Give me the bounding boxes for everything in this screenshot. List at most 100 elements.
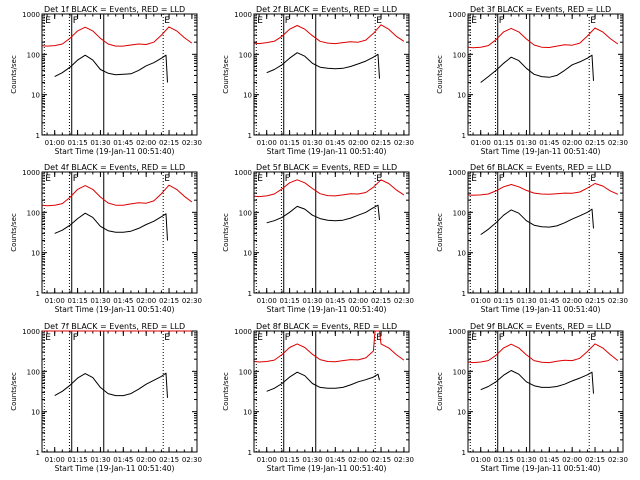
y-axis-label: Counts/sec bbox=[10, 213, 18, 252]
y-tick-label: 1 bbox=[248, 290, 252, 298]
x-axis-label: Start Time (19-Jan-11 00:51:40) bbox=[481, 464, 601, 473]
y-tick-label: 1000 bbox=[234, 11, 252, 19]
y-tick-label: 1000 bbox=[22, 328, 40, 336]
panel-title: Det 5f BLACK = Events, RED = LLD bbox=[256, 163, 397, 172]
x-tick-label: 02:00 bbox=[136, 456, 156, 464]
marker-label: E bbox=[471, 174, 477, 184]
y-tick-label: 1 bbox=[462, 449, 466, 457]
x-tick-label: 01:30 bbox=[516, 297, 536, 305]
panel-title: Det 3f BLACK = Events, RED = LLD bbox=[470, 5, 611, 14]
x-tick-label: 01:45 bbox=[539, 456, 559, 464]
marker-label: E bbox=[590, 333, 596, 343]
x-tick-label: 01:30 bbox=[90, 297, 110, 305]
x-tick-label: 01:00 bbox=[257, 297, 277, 305]
y-tick-label: 100 bbox=[453, 368, 466, 376]
marker-label: E bbox=[164, 174, 170, 184]
series-lld-line bbox=[468, 27, 619, 49]
y-axis-label: Counts/sec bbox=[10, 372, 18, 411]
x-tick-label: 01:15 bbox=[67, 139, 87, 147]
panel-det-8: Det 8f BLACK = Events, RED = LLD 1 10 100 10… bbox=[222, 322, 414, 473]
x-tick-label: 01:30 bbox=[302, 456, 322, 464]
x-tick-label: 01:45 bbox=[325, 297, 345, 305]
panel-title: Det 9f BLACK = Events, RED = LLD bbox=[470, 322, 611, 331]
marker-label: F bbox=[73, 174, 78, 184]
panel-title: Det 2f BLACK = Events, RED = LLD bbox=[256, 5, 397, 14]
x-tick-label: 01:00 bbox=[45, 297, 65, 305]
y-tick-label: 10 bbox=[243, 92, 252, 100]
series-events-line bbox=[480, 208, 594, 236]
y-tick-label: 100 bbox=[27, 209, 40, 217]
x-tick-label: 02:30 bbox=[394, 456, 414, 464]
x-tick-label: 01:00 bbox=[471, 456, 491, 464]
x-tick-label: 01:15 bbox=[67, 297, 87, 305]
plot-frame bbox=[467, 330, 624, 453]
panel-det-7: Det 7f BLACK = Events, RED = LLD 1 10 100 10… bbox=[10, 322, 202, 473]
x-tick-label: 01:15 bbox=[493, 297, 513, 305]
y-tick-label: 1 bbox=[36, 290, 40, 298]
x-tick-label: 01:45 bbox=[539, 139, 559, 147]
x-tick-label: 01:45 bbox=[325, 456, 345, 464]
x-tick-label: 01:30 bbox=[302, 297, 322, 305]
marker-label: F bbox=[499, 174, 504, 184]
x-tick-label: 02:00 bbox=[136, 139, 156, 147]
x-tick-label: 01:45 bbox=[113, 456, 133, 464]
panel-det-4: Det 4f BLACK = Events, RED = LLD 1 10 100 10… bbox=[10, 163, 202, 314]
x-tick-label: 02:15 bbox=[159, 139, 179, 147]
marker-label: E bbox=[164, 333, 170, 343]
y-tick-label: 1 bbox=[248, 132, 252, 140]
x-tick-label: 02:30 bbox=[608, 139, 628, 147]
y-tick-label: 1000 bbox=[448, 328, 466, 336]
panel-det-3: Det 3f BLACK = Events, RED = LLD 1 10 100 10… bbox=[436, 5, 628, 156]
x-axis-label: Start Time (19-Jan-11 00:51:40) bbox=[481, 147, 601, 156]
x-tick-label: 01:00 bbox=[471, 297, 491, 305]
x-tick-label: 01:30 bbox=[516, 456, 536, 464]
y-tick-label: 1 bbox=[462, 290, 466, 298]
series-lld-line bbox=[468, 183, 619, 196]
y-tick-label: 100 bbox=[239, 51, 252, 59]
x-tick-label: 02:15 bbox=[585, 297, 605, 305]
marker-label: E bbox=[257, 16, 263, 26]
y-tick-label: 1 bbox=[248, 449, 252, 457]
panel-det-5: Det 5f BLACK = Events, RED = LLD 1 10 100 10… bbox=[222, 163, 414, 314]
marker-label: F bbox=[499, 333, 504, 343]
panel-det-9: Det 9f BLACK = Events, RED = LLD 1 10 100 10… bbox=[436, 322, 628, 473]
y-tick-label: 1000 bbox=[234, 328, 252, 336]
x-tick-label: 02:15 bbox=[371, 297, 391, 305]
plot-frame bbox=[467, 171, 624, 294]
y-axis-label: Counts/sec bbox=[222, 372, 230, 411]
y-tick-label: 100 bbox=[453, 209, 466, 217]
x-tick-label: 02:00 bbox=[348, 139, 368, 147]
x-axis-label: Start Time (19-Jan-11 00:51:40) bbox=[481, 305, 601, 314]
y-tick-label: 100 bbox=[27, 368, 40, 376]
y-axis-label: Counts/sec bbox=[436, 55, 444, 94]
y-tick-label: 10 bbox=[457, 409, 466, 417]
plot-frame bbox=[253, 13, 410, 136]
marker-label: E bbox=[257, 333, 263, 343]
x-tick-label: 02:30 bbox=[394, 297, 414, 305]
x-tick-label: 01:45 bbox=[539, 297, 559, 305]
y-tick-label: 1000 bbox=[22, 169, 40, 177]
plot-frame bbox=[467, 13, 624, 136]
x-tick-label: 01:00 bbox=[257, 456, 277, 464]
x-tick-label: 02:15 bbox=[371, 456, 391, 464]
x-tick-label: 02:30 bbox=[608, 456, 628, 464]
x-tick-label: 02:30 bbox=[182, 456, 202, 464]
y-axis-label: Counts/sec bbox=[436, 213, 444, 252]
panel-title: Det 6f BLACK = Events, RED = LLD bbox=[470, 163, 611, 172]
marker-label: F bbox=[499, 16, 504, 26]
series-lld-line bbox=[42, 26, 193, 47]
x-tick-label: 02:00 bbox=[136, 297, 156, 305]
x-axis-label: Start Time (19-Jan-11 00:51:40) bbox=[55, 305, 175, 314]
x-tick-label: 01:15 bbox=[67, 456, 87, 464]
y-tick-label: 1000 bbox=[448, 11, 466, 19]
series-events-line bbox=[54, 212, 168, 241]
series-events-line bbox=[480, 370, 594, 394]
series-lld-line bbox=[468, 343, 619, 364]
plot-frame bbox=[41, 330, 198, 453]
x-tick-label: 01:15 bbox=[279, 297, 299, 305]
series-lld-line bbox=[254, 179, 405, 198]
x-tick-label: 01:00 bbox=[45, 139, 65, 147]
marker-label: E bbox=[376, 16, 382, 26]
plot-frame bbox=[253, 171, 410, 294]
